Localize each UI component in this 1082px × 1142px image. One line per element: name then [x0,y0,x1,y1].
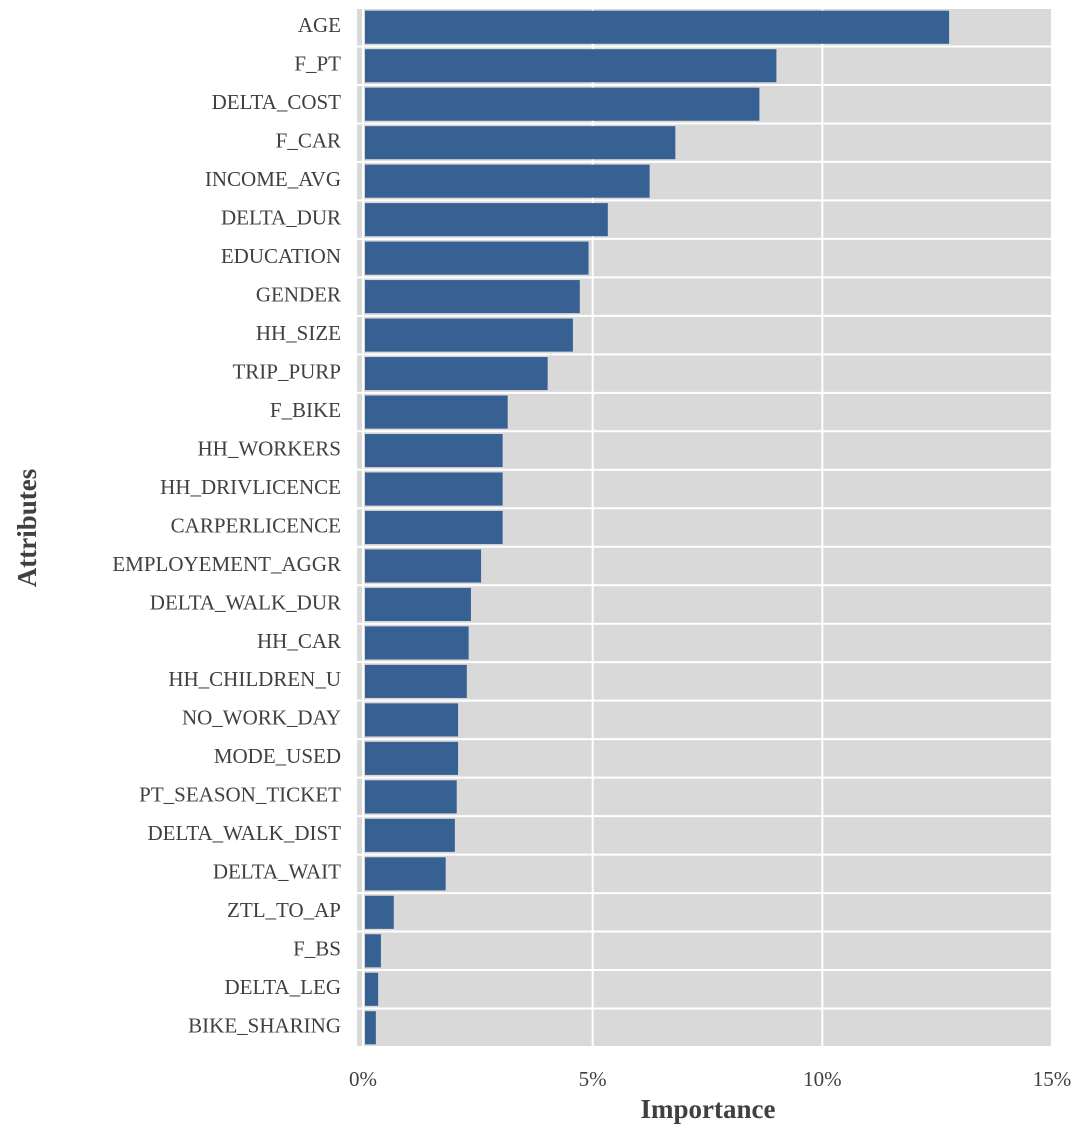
bar [365,780,457,814]
bar [365,357,548,391]
y-tick-label: INCOME_AVG [205,167,341,191]
bar [365,549,482,583]
bar [365,203,608,237]
bar [365,433,503,468]
bar [365,126,676,160]
y-tick-label: DELTA_WALK_DIST [147,821,341,845]
y-tick-label: HH_CAR [257,629,341,653]
bar [365,10,950,44]
bar [365,164,650,198]
y-tick-label: EDUCATION [221,244,341,268]
bar [365,87,760,121]
y-tick-label: PT_SEASON_TICKET [139,783,341,807]
y-tick-label: HH_WORKERS [197,436,341,460]
y-tick-label: DELTA_COST [212,90,342,114]
bar [365,587,471,622]
bar [365,818,455,852]
y-tick-label: BIKE_SHARING [188,1014,341,1038]
bar [365,934,381,968]
x-axis-title: Importance [641,1094,776,1124]
bar [365,318,573,352]
y-tick-label: GENDER [256,282,341,306]
y-tick-label: F_CAR [276,128,341,152]
bar [365,895,394,929]
bar [365,664,467,698]
bar [365,395,508,429]
y-tick-label: ZTL_TO_AP [227,898,341,922]
x-tick-label: 0% [349,1067,377,1091]
x-tick-label: 10% [803,1067,842,1091]
y-tick-label: NO_WORK_DAY [182,706,341,730]
y-tick-label: CARPERLICENCE [171,513,341,537]
bar [365,703,459,737]
y-tick-label: TRIP_PURP [232,359,341,383]
bar [365,280,580,314]
y-tick-label: HH_SIZE [256,321,341,345]
y-axis-title: Attributes [12,469,42,587]
y-tick-label: F_BS [293,937,341,961]
y-tick-label: EMPLOYEMENT_AGGR [112,552,341,576]
y-tick-label: HH_DRIVLICENCE [160,475,341,499]
y-tick-label: DELTA_WALK_DUR [150,590,341,614]
x-tick-label: 15% [1033,1067,1072,1091]
y-tick-label: AGE [298,13,341,37]
bar [365,857,446,891]
x-tick-label: 5% [579,1067,607,1091]
y-tick-label: F_PT [294,52,341,76]
y-tick-label: DELTA_LEG [224,975,341,999]
y-tick-label: F_BIKE [270,398,341,422]
y-tick-label: DELTA_DUR [221,205,341,229]
bar [365,972,379,1006]
bar [365,626,469,660]
bar [365,510,503,545]
bar [365,49,777,83]
y-tick-label: MODE_USED [214,744,341,768]
bar [365,1011,376,1045]
bar [365,241,589,275]
bar [365,472,503,506]
y-tick-label: DELTA_WAIT [213,860,341,884]
y-tick-label: HH_CHILDREN_U [168,667,341,691]
bar [365,741,459,775]
